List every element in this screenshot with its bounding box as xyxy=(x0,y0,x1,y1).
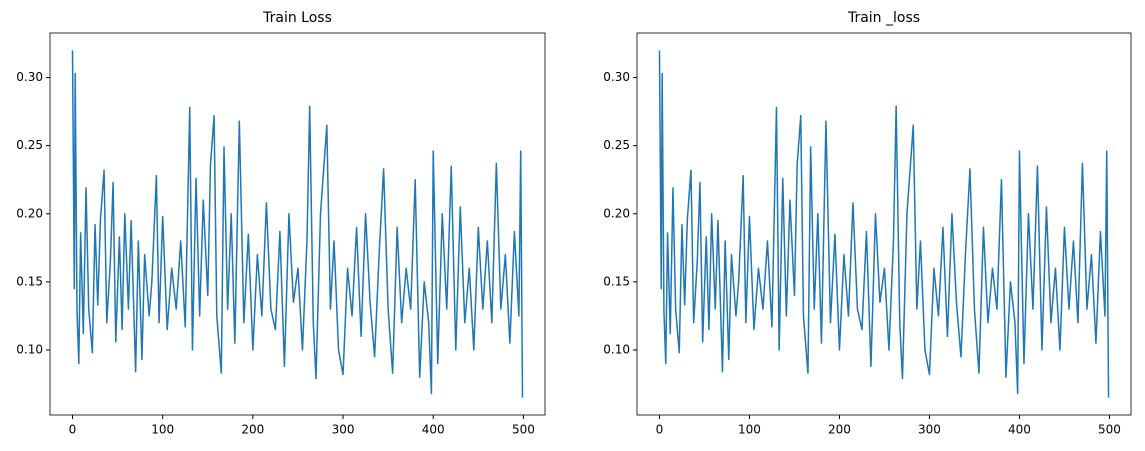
line-series xyxy=(71,50,524,398)
x-tick-label: 500 xyxy=(512,423,535,437)
x-tick-label: 200 xyxy=(241,423,264,437)
axes-frame xyxy=(636,32,1132,416)
x-tick-label: 0 xyxy=(656,423,664,437)
x-tick-label: 300 xyxy=(332,423,355,437)
chart-title: Train _loss xyxy=(847,10,920,26)
x-tick-label: 100 xyxy=(151,423,174,437)
y-tick-label: 0.20 xyxy=(603,206,630,220)
x-tick-label: 200 xyxy=(828,423,851,437)
y-tick-label: 0.30 xyxy=(603,70,630,84)
y-tick-label: 0.25 xyxy=(16,138,43,152)
y-tick-label: 0.30 xyxy=(16,70,43,84)
y-tick-label: 0.15 xyxy=(16,274,43,288)
x-tick-label: 400 xyxy=(422,423,445,437)
y-tick-label: 0.10 xyxy=(603,342,630,356)
chart-title: Train Loss xyxy=(262,10,332,26)
y-tick-label: 0.25 xyxy=(603,138,630,152)
x-tick-label: 300 xyxy=(918,423,941,437)
x-tick-label: 500 xyxy=(1098,423,1121,437)
x-tick-label: 100 xyxy=(738,423,761,437)
axes-frame xyxy=(49,32,546,416)
x-tick-label: 400 xyxy=(1008,423,1031,437)
y-tick-label: 0.15 xyxy=(603,274,630,288)
y-tick-label: 0.20 xyxy=(16,206,43,220)
x-tick-label: 0 xyxy=(69,423,77,437)
line-series xyxy=(658,50,1110,398)
y-tick-label: 0.10 xyxy=(16,342,43,356)
